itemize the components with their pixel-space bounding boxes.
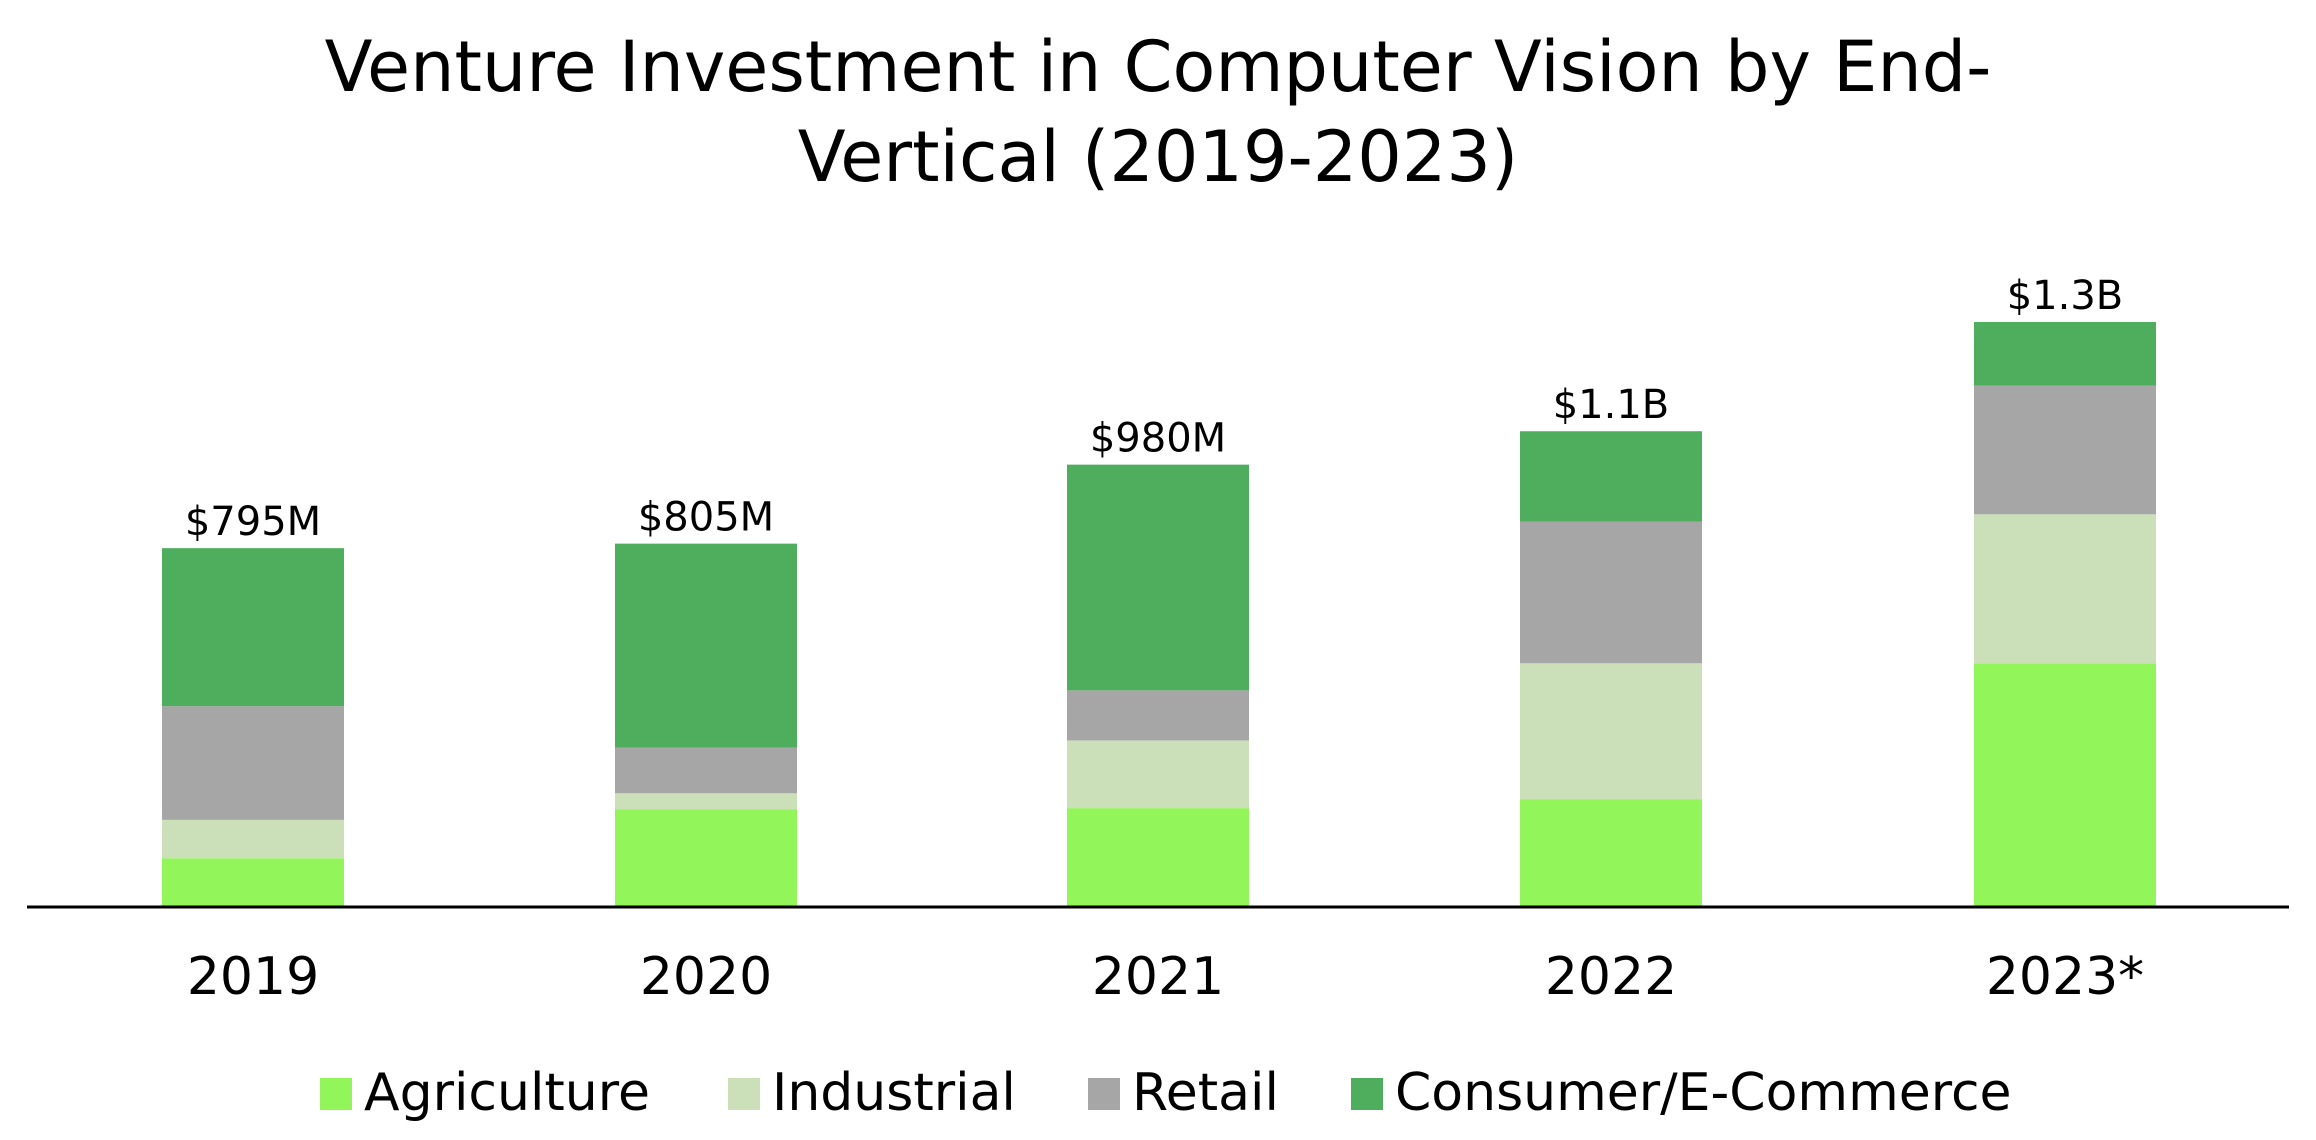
- bar-segment: [162, 819, 344, 859]
- x-tick-label: 2021: [1092, 947, 1224, 1007]
- bar-segment: [615, 747, 797, 794]
- legend-swatch: [320, 1078, 352, 1110]
- bar-segment: [1974, 663, 2156, 907]
- legend-label: Consumer/E-Commerce: [1395, 1063, 2012, 1123]
- legend-swatch: [1351, 1078, 1383, 1110]
- legend-swatch: [728, 1078, 760, 1110]
- bar-segment: [1520, 799, 1702, 907]
- x-tick-label: 2019: [187, 947, 319, 1007]
- legend-swatch: [1088, 1078, 1120, 1110]
- total-label: $1.1B: [1553, 382, 1670, 428]
- bar-segment: [162, 706, 344, 820]
- legend-label: Industrial: [772, 1063, 1016, 1123]
- bar-segment: [1520, 663, 1702, 800]
- x-tick-label: 2020: [640, 947, 772, 1007]
- legend-label: Agriculture: [364, 1063, 650, 1123]
- x-tick-label: 2022: [1545, 947, 1677, 1007]
- bar-segment: [1974, 322, 2156, 386]
- bar-segment: [1520, 431, 1702, 522]
- x-tick-label: 2023*: [1986, 947, 2144, 1007]
- bar-segment: [615, 809, 797, 907]
- bar-segment: [1520, 521, 1702, 664]
- bar-segment: [1974, 385, 2156, 515]
- bar-segment: [1067, 808, 1249, 907]
- total-label: $1.3B: [2007, 273, 2124, 319]
- bar-segment: [1067, 464, 1249, 691]
- bar-segment: [1974, 514, 2156, 664]
- legend-label: Retail: [1132, 1063, 1279, 1123]
- total-label: $795M: [185, 499, 321, 545]
- total-label: $805M: [638, 495, 774, 541]
- bar-segment: [1067, 740, 1249, 809]
- chart-title: Venture Investment in Computer Vision by…: [324, 26, 1992, 198]
- bar-segment: [615, 543, 797, 748]
- bar-segment: [162, 548, 344, 707]
- bar-segment: [615, 793, 797, 810]
- bar-segment: [162, 858, 344, 907]
- bar-segment: [1067, 690, 1249, 741]
- total-label: $980M: [1090, 416, 1226, 462]
